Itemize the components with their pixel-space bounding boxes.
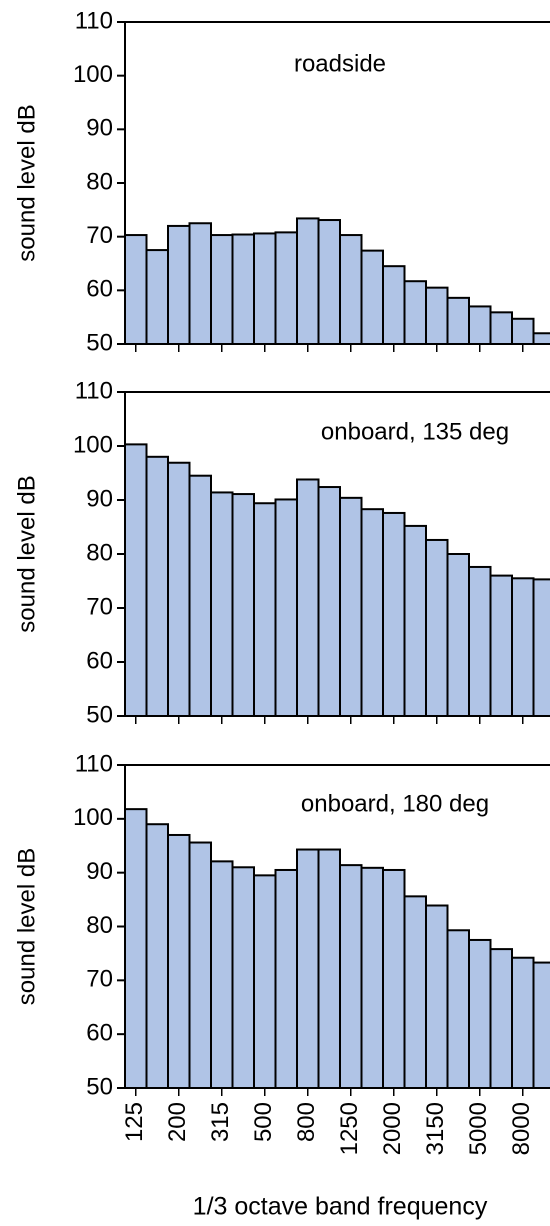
bar <box>382 868 406 1089</box>
panel-title: onboard, 180 deg <box>301 790 489 817</box>
x-axis-label: 1/3 octave band frequency <box>193 1193 488 1221</box>
bar <box>253 232 277 346</box>
panel-title: onboard, 135 deg <box>321 418 509 445</box>
bar <box>188 841 212 1090</box>
y-tick-label: 100 <box>73 431 113 458</box>
y-tick-label: 110 <box>75 7 113 34</box>
bar <box>317 219 341 345</box>
x-tick-label: 2000 <box>379 1102 406 1155</box>
bar <box>167 461 191 717</box>
bar <box>124 443 148 717</box>
y-axis-label: sound level dB <box>13 848 40 1005</box>
y-tick-label: 110 <box>75 750 113 777</box>
x-tick-label: 125 <box>121 1102 148 1142</box>
bar <box>468 938 492 1089</box>
x-tick-label: 800 <box>293 1102 320 1142</box>
bar <box>446 553 470 717</box>
y-tick-label: 50 <box>86 329 113 356</box>
bar <box>468 565 492 718</box>
bar <box>210 234 234 346</box>
bar <box>403 895 427 1089</box>
bar <box>446 296 470 346</box>
bar <box>296 478 320 718</box>
bar <box>167 833 191 1089</box>
bar <box>296 217 320 345</box>
bar <box>339 234 363 346</box>
x-tick-label: 1250 <box>336 1102 363 1155</box>
y-axis-label: sound level dB <box>13 104 40 261</box>
bar <box>511 317 535 346</box>
bar <box>468 305 492 345</box>
bar <box>231 866 255 1089</box>
bar <box>253 874 277 1089</box>
panel-title: roadside <box>294 50 386 77</box>
bar <box>489 311 513 346</box>
y-tick-label: 90 <box>86 485 113 512</box>
bar <box>446 929 470 1089</box>
bar <box>124 808 148 1089</box>
bar <box>274 498 298 717</box>
y-axis-label: sound level dB <box>13 475 40 632</box>
bar <box>317 848 341 1089</box>
y-tick-label: 70 <box>86 222 113 249</box>
x-tick-label: 315 <box>207 1102 234 1142</box>
y-tick-label: 60 <box>86 1020 113 1047</box>
x-tick-label: 200 <box>164 1102 191 1142</box>
y-tick-label: 80 <box>86 539 113 566</box>
bar <box>210 491 234 717</box>
bar <box>145 249 169 345</box>
bar <box>382 265 406 345</box>
bar <box>403 524 427 717</box>
bar <box>532 961 550 1090</box>
bar <box>188 222 212 345</box>
bar <box>403 280 427 345</box>
y-tick-label: 70 <box>86 593 113 620</box>
bar <box>145 455 169 717</box>
x-tick-label: 3150 <box>422 1102 449 1155</box>
bar <box>124 234 148 346</box>
bar <box>231 233 255 346</box>
bar <box>231 493 255 717</box>
bar <box>532 332 550 345</box>
y-tick-label: 110 <box>75 377 113 404</box>
bar <box>317 486 341 718</box>
bar <box>274 868 298 1089</box>
bar <box>425 904 449 1089</box>
bar <box>532 578 550 717</box>
bar <box>425 538 449 718</box>
bar <box>360 508 384 717</box>
bar <box>145 823 169 1089</box>
bar <box>489 948 513 1089</box>
bar <box>360 866 384 1089</box>
y-tick-label: 60 <box>86 276 113 303</box>
bar <box>360 249 384 345</box>
y-tick-label: 50 <box>86 1073 113 1100</box>
bar <box>425 286 449 345</box>
bar <box>339 496 363 717</box>
y-tick-label: 70 <box>86 966 113 993</box>
y-tick-label: 80 <box>86 168 113 195</box>
x-tick-label: 8000 <box>508 1102 535 1155</box>
y-tick-label: 80 <box>86 912 113 939</box>
x-tick-label: 5000 <box>465 1102 492 1155</box>
y-tick-label: 90 <box>86 858 113 885</box>
bar <box>511 577 535 717</box>
bar <box>296 848 320 1089</box>
bar <box>274 231 298 345</box>
bar <box>253 502 277 717</box>
y-tick-label: 60 <box>86 647 113 674</box>
x-tick-label: 500 <box>250 1102 277 1142</box>
bar <box>339 864 363 1089</box>
y-tick-label: 90 <box>86 115 113 142</box>
y-tick-label: 50 <box>86 701 113 728</box>
y-tick-label: 100 <box>73 804 113 831</box>
bar <box>511 956 535 1089</box>
bar <box>210 860 234 1090</box>
bar <box>188 474 212 718</box>
bar <box>167 224 191 345</box>
y-tick-label: 100 <box>73 61 113 88</box>
bar <box>489 574 513 717</box>
bar <box>382 511 406 718</box>
